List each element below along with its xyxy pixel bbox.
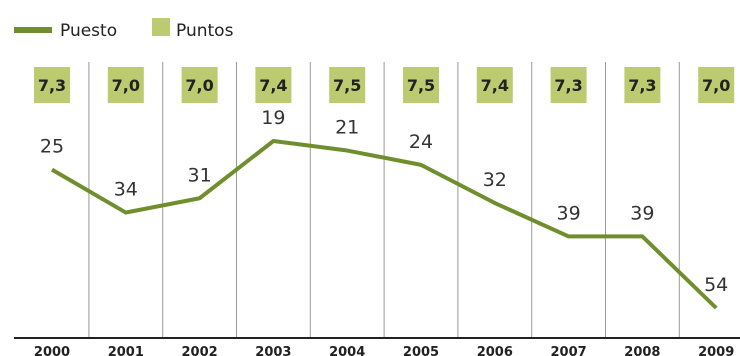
rank-label: 31 — [188, 164, 212, 186]
year-labels: 2000 2001 2002 2003 2004 2005 2006 2007 2008 2009 — [34, 345, 734, 356]
year-label: 2000 — [34, 345, 70, 356]
rank-label: 24 — [409, 131, 433, 153]
legend: Puesto Puntos — [14, 18, 234, 41]
year-label: 2009 — [698, 345, 734, 356]
rank-label: 39 — [557, 202, 581, 224]
rank-label: 21 — [335, 117, 359, 139]
year-label: 2007 — [551, 345, 587, 356]
legend-line-label: Puesto — [60, 21, 117, 41]
score-boxes: 7,3 7,0 7,0 7,4 7,5 7,5 7,4 7,3 7,3 7,0 — [34, 67, 735, 103]
score-label: 7,5 — [407, 76, 435, 95]
year-label: 2004 — [329, 345, 365, 356]
score-label: 7,4 — [259, 76, 287, 95]
grid-lines — [88, 62, 680, 338]
score-label: 7,3 — [628, 76, 656, 95]
rank-label: 34 — [114, 179, 138, 201]
year-label: 2008 — [624, 345, 660, 356]
score-box — [255, 67, 292, 103]
legend-box-label: Puntos — [176, 21, 234, 41]
year-label: 2005 — [403, 345, 439, 356]
score-box — [181, 67, 218, 103]
score-box — [476, 67, 513, 103]
rank-line — [50, 139, 718, 310]
rank-label: 32 — [483, 169, 507, 191]
score-box — [403, 67, 439, 103]
rank-series-line — [50, 139, 718, 310]
rank-label: 39 — [630, 202, 654, 224]
score-label: 7,4 — [481, 76, 509, 95]
rank-label: 25 — [40, 136, 64, 158]
year-label: 2003 — [255, 345, 291, 356]
score-box — [329, 67, 366, 103]
score-box — [107, 67, 144, 103]
score-label: 7,5 — [333, 76, 361, 95]
score-label: 7,3 — [38, 76, 66, 95]
score-box — [698, 67, 735, 103]
year-label: 2001 — [108, 345, 144, 356]
score-box — [624, 67, 661, 103]
legend-box-swatch — [152, 18, 170, 36]
score-label: 7,0 — [185, 76, 213, 95]
legend-line-swatch — [14, 27, 52, 33]
score-label: 7,3 — [554, 76, 582, 95]
rank-labels: 25 34 31 19 21 24 32 39 39 54 — [40, 107, 728, 296]
score-label: 7,0 — [702, 76, 730, 95]
score-box — [34, 67, 70, 103]
rank-label: 19 — [261, 107, 285, 129]
rank-label: 54 — [704, 274, 728, 296]
score-box — [550, 67, 587, 103]
year-label: 2006 — [477, 345, 513, 356]
year-label: 2002 — [182, 345, 218, 356]
score-label: 7,0 — [112, 76, 140, 95]
